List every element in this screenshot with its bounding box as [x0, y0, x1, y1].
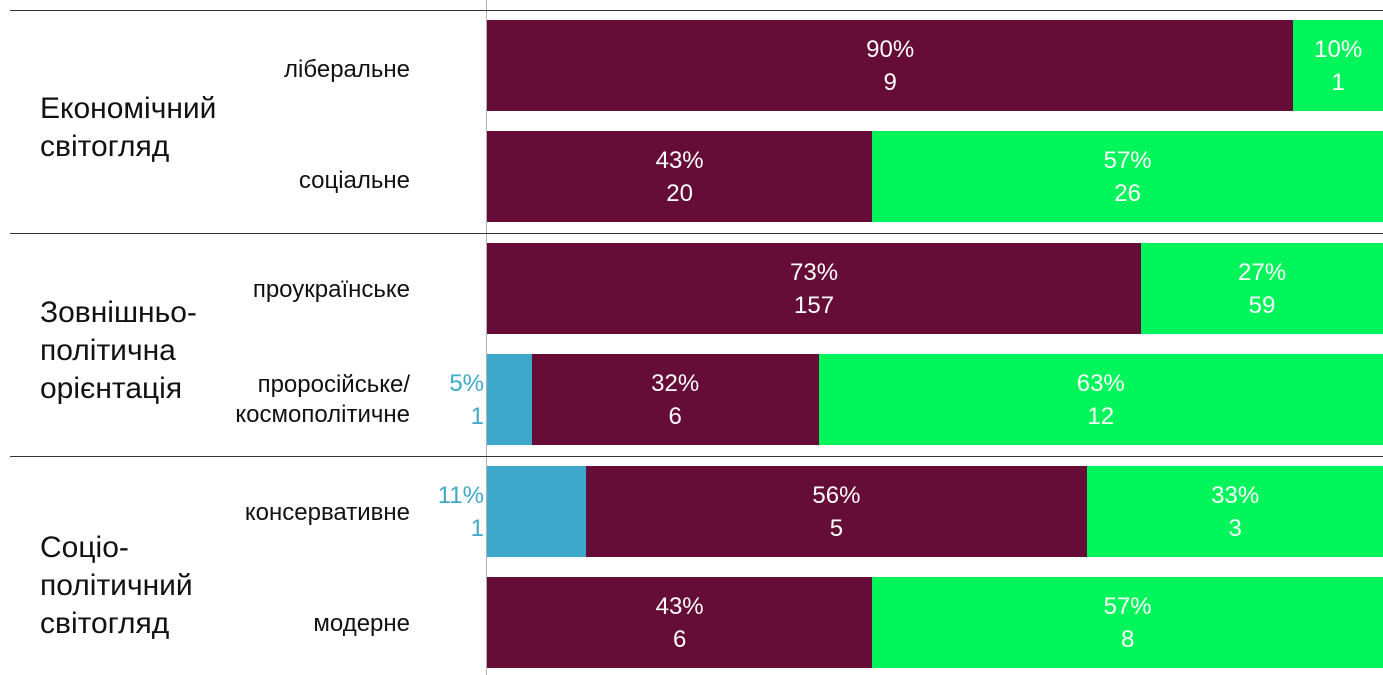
count-label: 8	[1120, 625, 1135, 653]
percent-label: 10%	[1314, 35, 1363, 63]
bar-segment-green	[872, 131, 1383, 222]
group-label: Соціо- політичний світогляд	[40, 531, 193, 640]
count-label: 20	[666, 179, 693, 207]
bar-segment-green	[1087, 466, 1383, 557]
data-label: 32% 6	[532, 354, 819, 445]
row-label: проросійське/ космополітичне	[235, 371, 410, 428]
data-label: 43% 20	[487, 131, 872, 222]
bar-segment-maroon	[487, 577, 873, 668]
axis-line	[486, 0, 487, 675]
row-label: модерне	[313, 610, 410, 637]
bar-segment-blue	[487, 466, 586, 557]
percent-label: 5%	[449, 369, 484, 397]
data-label: 33% 3	[1087, 466, 1383, 557]
data-label: 90% 9	[487, 20, 1293, 111]
bar-segment-maroon	[487, 20, 1294, 111]
bar-segment-green	[1293, 20, 1383, 111]
count-label: 6	[672, 625, 687, 653]
count-label: 1	[1331, 68, 1345, 96]
count-label: 6	[668, 402, 682, 430]
bar-segment-maroon	[585, 466, 1088, 557]
outside-data-label: 11% 1	[400, 466, 484, 557]
bar-segment-green	[818, 354, 1383, 445]
row-label: соціальне	[298, 167, 410, 194]
count-label: 5	[829, 514, 844, 542]
count-label: 1	[470, 402, 484, 430]
outside-data-label: 5% 1	[400, 354, 484, 445]
row-label: ліберальне	[284, 56, 410, 83]
percent-label: 43%	[655, 146, 704, 174]
group-divider	[10, 456, 1383, 457]
bar-segment-green	[1141, 243, 1383, 334]
percent-label: 56%	[812, 481, 861, 509]
data-label: 73% 157	[487, 243, 1141, 334]
count-label: 59	[1248, 291, 1276, 319]
group-divider	[10, 233, 1383, 234]
row-label: консервативне	[244, 499, 410, 526]
data-label: 43% 6	[487, 577, 872, 668]
count-label: 26	[1114, 179, 1141, 207]
data-label: 57% 26	[872, 131, 1383, 222]
percent-label: 57%	[1103, 592, 1152, 620]
data-label: 57% 8	[872, 577, 1383, 668]
count-label: 3	[1228, 514, 1242, 542]
percent-label: 63%	[1076, 369, 1125, 397]
bar-segment-maroon	[487, 243, 1142, 334]
percent-label: 43%	[655, 592, 704, 620]
percent-label: 32%	[651, 369, 700, 397]
data-label: 27% 59	[1141, 243, 1383, 334]
count-label: 9	[883, 68, 897, 96]
data-label: 63% 12	[819, 354, 1383, 445]
row-label: проукраїнське	[252, 276, 410, 303]
group-label: Зовнішньо- політична орієнтація	[40, 296, 197, 405]
percent-label: 33%	[1211, 481, 1260, 509]
percent-label: 73%	[790, 258, 839, 286]
bar-segment-maroon	[487, 131, 873, 222]
count-label: 1	[470, 514, 484, 542]
percent-label: 27%	[1238, 258, 1287, 286]
percent-label: 90%	[866, 35, 915, 63]
data-label: 10% 1	[1293, 20, 1383, 111]
group-divider	[10, 10, 1383, 11]
data-label: 56% 5	[586, 466, 1088, 557]
percent-label: 57%	[1103, 146, 1152, 174]
count-label: 157	[794, 291, 835, 319]
percent-label: 11%	[437, 481, 484, 509]
bar-segment-green	[872, 577, 1383, 668]
bar-segment-maroon	[531, 354, 819, 445]
count-label: 12	[1087, 402, 1115, 430]
group-label: Економічний світогляд	[40, 92, 217, 163]
bar-segment-blue	[487, 354, 532, 445]
